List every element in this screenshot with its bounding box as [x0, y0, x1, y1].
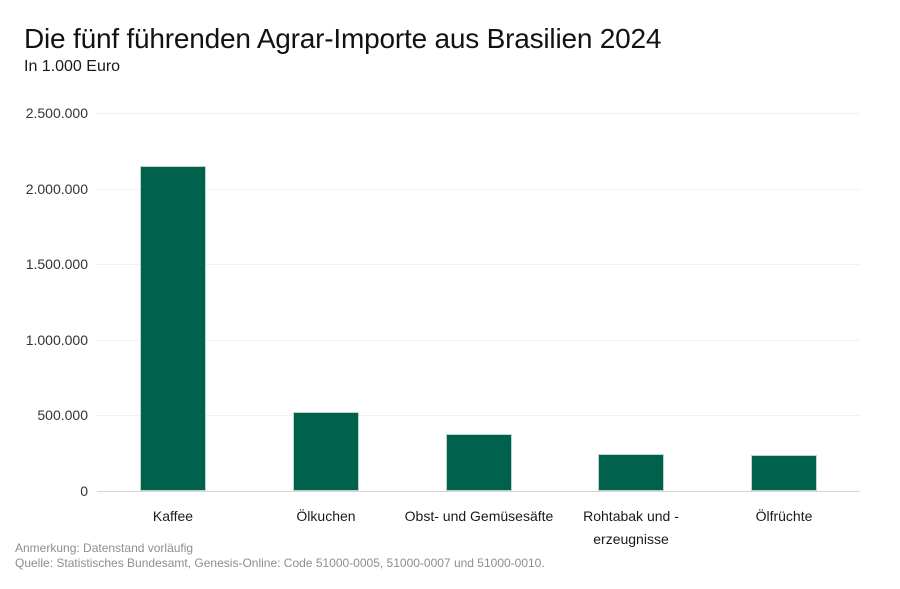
x-category-label: Ölfrüchte — [755, 508, 813, 524]
footnote-annotation: Anmerkung: Datenstand vorläufig — [15, 541, 194, 555]
x-axis-line — [97, 491, 860, 492]
y-tick-label: 2.500.000 — [25, 105, 88, 121]
chart-subtitle: In 1.000 Euro — [24, 58, 121, 75]
bar — [446, 434, 512, 491]
y-gridline — [97, 339, 860, 341]
y-gridline — [97, 188, 860, 190]
x-category-label: Kaffee — [152, 508, 194, 524]
x-category-label: Ölkuchen — [296, 508, 356, 524]
y-gridline — [97, 264, 860, 266]
y-tick-label: 2.000.000 — [25, 180, 88, 197]
y-gridline — [97, 415, 860, 417]
y-tick-label: 0 — [80, 483, 88, 499]
chart-title: Die fünf führenden Agrar-Importe aus Bra… — [24, 23, 662, 54]
bar — [751, 455, 817, 491]
bar — [140, 166, 206, 491]
y-tick-label: 500.000 — [37, 407, 88, 424]
y-tick-label: 1.000.000 — [25, 331, 88, 348]
y-gridline — [97, 113, 860, 114]
bar — [598, 454, 664, 491]
x-category-label: Obst- und Gemüsesäfte — [404, 508, 554, 524]
chart-footer: Anmerkung: Datenstand vorläufig Quelle: … — [15, 541, 545, 571]
footnote-source: Quelle: Statistisches Bundesamt, Genesis… — [15, 556, 545, 570]
x-category-label: Rohtabak und - erzeugnisse — [583, 508, 679, 547]
y-tick-label: 1.500.000 — [25, 256, 88, 273]
bar — [293, 412, 359, 491]
